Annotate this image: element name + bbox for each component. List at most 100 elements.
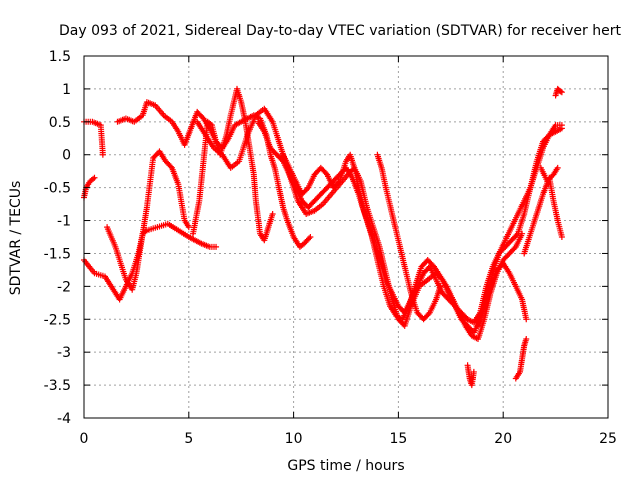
data-point-segment — [246, 145, 257, 176]
data-point-segment — [376, 257, 389, 281]
data-point-segment — [374, 151, 384, 169]
x-axis-label: GPS time / hours — [287, 458, 404, 474]
data-point-segment — [275, 184, 286, 209]
data-point-segment — [273, 151, 285, 163]
data-point-segment — [445, 296, 457, 308]
data-point-segment — [552, 126, 564, 135]
data-point-segment — [102, 273, 114, 288]
data-point-segment — [556, 87, 564, 95]
data-point-segment — [389, 289, 401, 308]
data-point-segment — [420, 311, 432, 323]
data-point-segment — [292, 184, 305, 202]
data-point-segment — [169, 118, 181, 133]
grid — [84, 56, 608, 418]
data-point-segment — [154, 221, 169, 231]
y-tick-label: -1 — [57, 214, 71, 230]
x-tick-label: 0 — [80, 431, 89, 447]
data-point-segment — [512, 283, 525, 301]
y-tick-label: -4 — [57, 411, 71, 427]
data-point-segment — [462, 322, 474, 338]
data-point-segment — [181, 127, 194, 148]
data-point-segment — [550, 166, 560, 178]
data-point-segment — [487, 268, 500, 290]
data-point-segment — [286, 171, 298, 189]
series-t12 — [475, 260, 530, 329]
data-point-segment — [519, 296, 529, 321]
data-point-segment — [261, 128, 273, 150]
data-point — [213, 243, 220, 250]
data-point-segment — [500, 251, 512, 263]
data-point-segment — [204, 118, 214, 127]
data-point-segment — [284, 217, 296, 239]
x-tick-label: 20 — [494, 431, 512, 447]
data-point-segment — [426, 263, 439, 281]
data-point-segment — [192, 237, 203, 246]
data-point-segment — [255, 118, 267, 133]
x-axis-ticks: 0 5 10 15 20 25 — [80, 56, 617, 447]
data-point-segment — [97, 122, 106, 156]
series-t4 — [104, 148, 192, 293]
data-point-segment — [236, 134, 250, 165]
y-tick-label: -2 — [57, 279, 71, 295]
data-point — [307, 234, 314, 240]
data-point-segment — [336, 160, 349, 185]
data-point-segment — [424, 257, 436, 269]
data-point-segment — [357, 178, 370, 209]
data-point-segment — [508, 212, 520, 231]
data-point-segment — [426, 298, 439, 316]
series-t1 — [81, 118, 106, 158]
y-tick-label: 1.5 — [49, 49, 71, 65]
series-t13 — [512, 336, 530, 382]
data-point-segment — [502, 226, 514, 244]
data-point-segment — [116, 285, 128, 303]
data-point-segment — [376, 243, 389, 275]
plot-frame — [83, 55, 609, 419]
data-point-segment — [502, 238, 514, 250]
data-point-segment — [433, 285, 443, 303]
data-point-segment — [554, 85, 562, 93]
data-point-segment — [464, 316, 476, 325]
y-tick-label: -0.5 — [44, 181, 71, 197]
data-point-segment — [280, 204, 290, 222]
data-point-segment — [286, 164, 298, 183]
data-point-segment — [162, 158, 174, 170]
data-point-segment — [382, 276, 395, 295]
data-point-segment — [152, 102, 166, 117]
data-point-segment — [317, 186, 329, 198]
x-tick-label: 25 — [599, 431, 617, 447]
data-point-segment — [122, 115, 136, 125]
data-point-segment — [519, 344, 527, 362]
data-point-segment — [508, 232, 520, 244]
data-point-segment — [431, 263, 443, 278]
data-point-segment — [311, 202, 325, 214]
data-point-segment — [112, 243, 129, 281]
data-point-segment — [160, 112, 174, 124]
data-point-segment — [202, 132, 216, 150]
series-t3 — [81, 220, 220, 303]
data-point-segment — [533, 147, 546, 171]
data-point-segment — [198, 240, 212, 250]
data-point-segment — [164, 220, 180, 233]
data-point-segment — [223, 114, 234, 138]
data-point-segment — [328, 183, 342, 198]
data-point-segment — [271, 164, 282, 189]
data-point-segment — [181, 217, 191, 229]
y-tick-label: 0 — [62, 148, 71, 164]
data-point-segment — [351, 164, 362, 189]
data-point-segment — [506, 270, 518, 288]
data-point-segment — [317, 164, 329, 177]
data-point-segment — [301, 235, 313, 247]
data-point-segment — [194, 108, 206, 121]
series-t11 — [464, 362, 477, 389]
data-point — [269, 210, 276, 217]
data-point-segment — [481, 292, 494, 323]
data-point-segment — [143, 224, 159, 234]
y-axis-label: SDTVAR / TECUs — [8, 181, 24, 296]
data-point-segment — [194, 118, 208, 137]
data-point-segment — [408, 289, 420, 314]
data-point-segment — [238, 99, 248, 123]
data-point — [554, 164, 561, 171]
data-point-segment — [143, 99, 157, 108]
data-point-segment — [370, 237, 382, 262]
